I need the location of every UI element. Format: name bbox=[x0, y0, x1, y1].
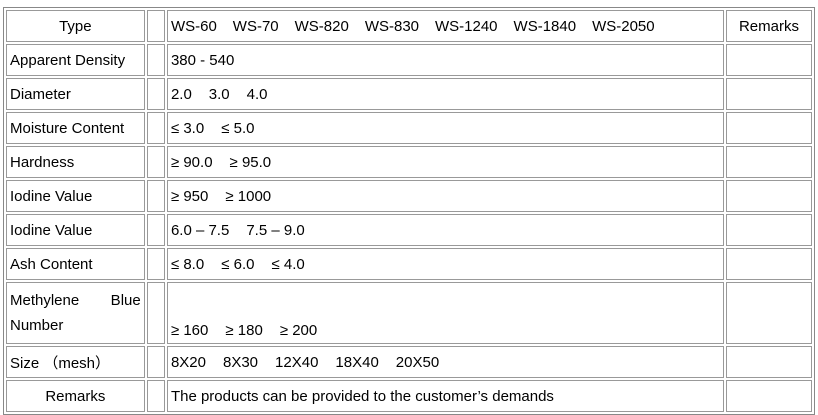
row-label: Apparent Density bbox=[6, 44, 145, 76]
value: The products can be provided to the cust… bbox=[170, 387, 554, 405]
row-values: ≤ 8.0 ≤ 6.0 ≤ 4.0 bbox=[166, 248, 724, 280]
value: ≥ 950 bbox=[170, 187, 209, 205]
spacer-cell bbox=[146, 112, 165, 144]
grade: WS-1840 bbox=[513, 17, 577, 35]
value: ≥ 200 bbox=[279, 322, 318, 339]
row: Hardness ≥ 90.0 ≥ 95.0 bbox=[6, 146, 812, 178]
remarks-cell bbox=[725, 282, 812, 344]
row-label: Diameter bbox=[6, 78, 145, 110]
spacer-cell bbox=[146, 380, 165, 412]
spec-table: Type WS-60 WS-70 WS-820 WS-830 WS-1240 WS-184… bbox=[3, 7, 815, 415]
row-values: 380 - 540 bbox=[166, 44, 724, 76]
header-row: Type WS-60 WS-70 WS-820 WS-830 WS-1240 WS-184… bbox=[6, 10, 812, 42]
type-header: Type bbox=[6, 10, 145, 42]
value: ≤ 6.0 bbox=[221, 255, 255, 273]
value: ≥ 180 bbox=[225, 322, 263, 339]
value: 8X20 bbox=[170, 353, 206, 371]
spacer-cell bbox=[146, 346, 165, 378]
row-label: Ash Content bbox=[6, 248, 145, 280]
value: 7.5 – 9.0 bbox=[246, 221, 305, 239]
value: 2.0 bbox=[170, 85, 192, 103]
row-label: Moisture Content bbox=[6, 112, 145, 144]
value: 6.0 – 7.5 bbox=[170, 221, 230, 239]
row: Apparent Density 380 - 540 bbox=[6, 44, 812, 76]
value: ≤ 3.0 bbox=[170, 119, 205, 137]
remarks-cell bbox=[725, 146, 812, 178]
spacer-cell bbox=[146, 10, 165, 42]
remarks-cell bbox=[725, 78, 812, 110]
value: ≥ 90.0 bbox=[170, 153, 213, 171]
row-values: ≥ 90.0 ≥ 95.0 bbox=[166, 146, 724, 178]
remarks-cell bbox=[725, 180, 812, 212]
spacer-cell bbox=[146, 214, 165, 246]
row: Iodine Value 6.0 – 7.5 7.5 – 9.0 bbox=[6, 214, 812, 246]
row-values: The products can be provided to the cust… bbox=[166, 380, 724, 412]
spacer-cell bbox=[146, 146, 165, 178]
value: ≥ 160 bbox=[170, 322, 209, 339]
remarks-cell bbox=[725, 44, 812, 76]
row-label: Iodine Value bbox=[6, 214, 145, 246]
value: ≥ 1000 bbox=[225, 187, 272, 205]
row-values: ≥ 950 ≥ 1000 bbox=[166, 180, 724, 212]
row: Ash Content ≤ 8.0 ≤ 6.0 ≤ 4.0 bbox=[6, 248, 812, 280]
value: 12X40 bbox=[275, 353, 319, 371]
row-label: Remarks bbox=[6, 380, 145, 412]
row-values: 8X20 8X30 12X40 18X40 20X50 bbox=[166, 346, 724, 378]
row: Moisture Content ≤ 3.0 ≤ 5.0 bbox=[6, 112, 812, 144]
value: 20X50 bbox=[395, 353, 440, 371]
spacer-cell bbox=[146, 44, 165, 76]
remarks-cell bbox=[725, 214, 812, 246]
value: 8X30 bbox=[222, 353, 259, 371]
remarks-header: Remarks bbox=[725, 10, 812, 42]
value: ≤ 5.0 bbox=[221, 119, 255, 137]
value: 380 - 540 bbox=[170, 51, 235, 69]
spacer-cell bbox=[146, 78, 165, 110]
remarks-cell bbox=[725, 346, 812, 378]
value: ≥ 95.0 bbox=[229, 153, 272, 171]
value: 4.0 bbox=[246, 85, 268, 103]
row-label: Iodine Value bbox=[6, 180, 145, 212]
grade: WS-2050 bbox=[592, 17, 655, 35]
spacer-cell bbox=[146, 248, 165, 280]
row: Iodine Value ≥ 950 ≥ 1000 bbox=[6, 180, 812, 212]
row: Size （mesh） 8X20 8X30 12X40 18X40 20X50 bbox=[6, 346, 812, 378]
grades-header: WS-60 WS-70 WS-820 WS-830 WS-1240 WS-1840 WS-2… bbox=[166, 10, 724, 42]
grade: WS-1240 bbox=[435, 17, 498, 35]
grade: WS-70 bbox=[232, 17, 279, 35]
row-values: 6.0 – 7.5 7.5 – 9.0 bbox=[166, 214, 724, 246]
table-body: Type WS-60 WS-70 WS-820 WS-830 WS-1240 WS-184… bbox=[6, 10, 812, 412]
value: ≤ 4.0 bbox=[271, 255, 305, 273]
remarks-cell bbox=[725, 112, 812, 144]
row: Methylene Blue Number ≥ 160 ≥ 180 ≥ 200 bbox=[6, 282, 812, 344]
row: Remarks The products can be provided to t… bbox=[6, 380, 812, 412]
row-values: ≤ 3.0 ≤ 5.0 bbox=[166, 112, 724, 144]
grade: WS-60 bbox=[170, 17, 217, 35]
row: Diameter 2.0 3.0 4.0 bbox=[6, 78, 812, 110]
value: 3.0 bbox=[208, 85, 230, 103]
value: 18X40 bbox=[335, 353, 379, 371]
row-label: Size （mesh） bbox=[6, 346, 145, 378]
row-values: 2.0 3.0 4.0 bbox=[166, 78, 724, 110]
spacer-cell bbox=[146, 180, 165, 212]
row-label: Hardness bbox=[6, 146, 145, 178]
value: ≤ 8.0 bbox=[170, 255, 205, 273]
remarks-cell bbox=[725, 248, 812, 280]
spacer-cell bbox=[146, 282, 165, 344]
remarks-cell bbox=[725, 380, 812, 412]
row-values: ≥ 160 ≥ 180 ≥ 200 bbox=[166, 282, 724, 344]
row-label: Methylene Blue Number bbox=[6, 282, 145, 344]
grade: WS-820 bbox=[294, 17, 349, 35]
grade: WS-830 bbox=[364, 17, 419, 35]
